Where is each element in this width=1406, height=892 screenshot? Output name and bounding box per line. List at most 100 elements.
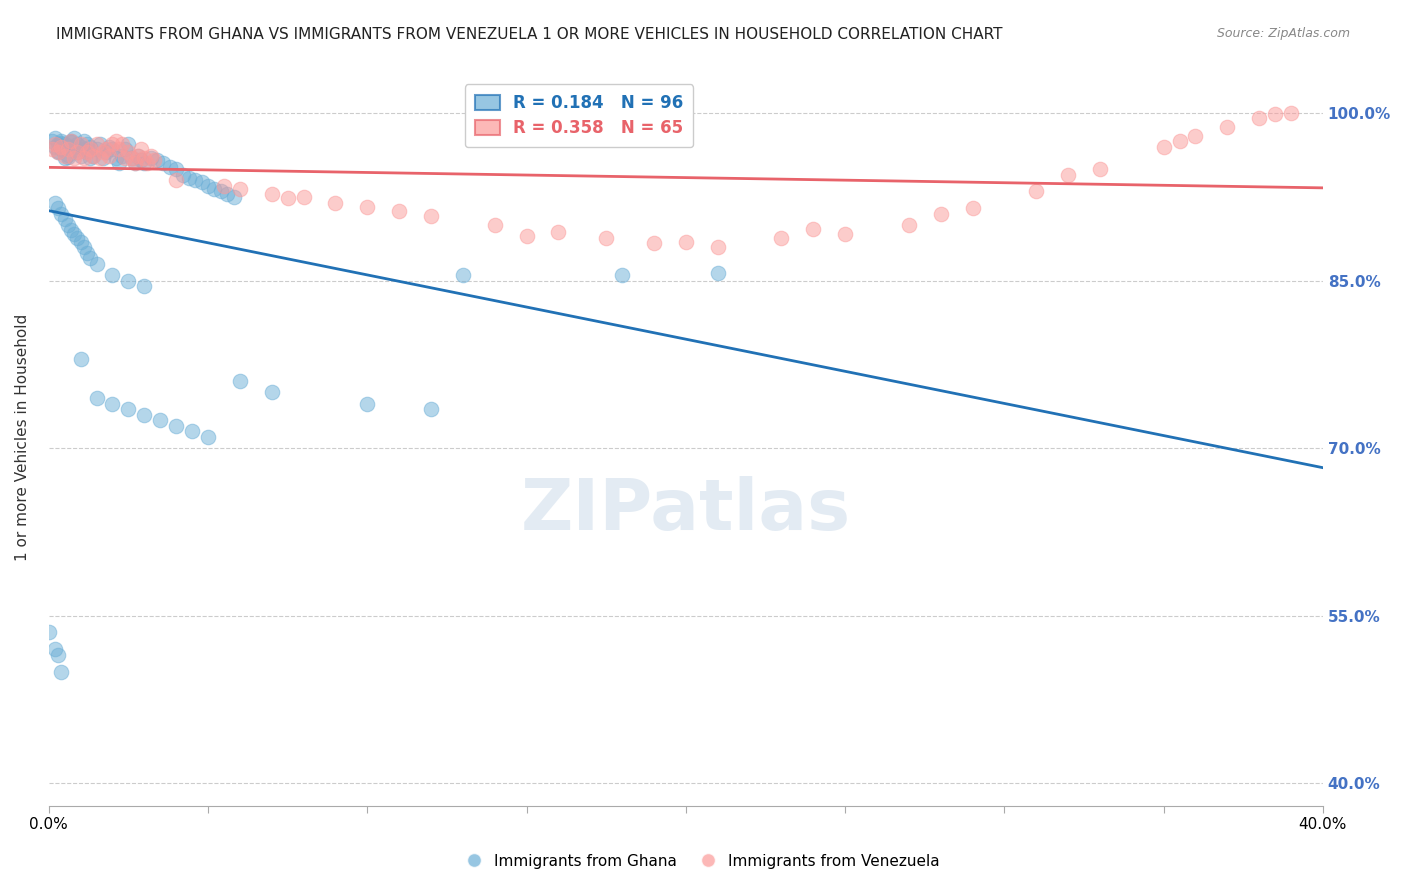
Point [101, 396, 124, 410]
Point [66, 231, 89, 245]
Point [53, 151, 76, 165]
Point [53, 137, 76, 152]
Point [53, 148, 76, 162]
Point [134, 151, 156, 165]
Point [101, 137, 124, 152]
Point [610, 268, 633, 282]
Point [41, 134, 63, 148]
Point [51, 142, 73, 156]
Point [41, 142, 63, 156]
Point [53, 141, 76, 155]
Point [94, 145, 117, 160]
Point [229, 182, 252, 196]
Point [56, 142, 79, 156]
Point [60, 142, 83, 156]
Point [388, 204, 411, 219]
Point [420, 402, 443, 417]
Point [165, 173, 187, 187]
Point [79, 252, 101, 266]
Point [79, 151, 101, 165]
Point [897, 218, 920, 232]
Point [117, 274, 139, 288]
Point [165, 418, 187, 433]
Point [89, 151, 111, 165]
Point [139, 151, 162, 165]
Point [44, 195, 66, 210]
Text: Source: ZipAtlas.com: Source: ZipAtlas.com [1216, 27, 1350, 40]
Point [136, 156, 159, 170]
Point [46, 144, 69, 158]
Point [209, 185, 232, 199]
Point [127, 148, 149, 162]
Point [86, 391, 108, 405]
Point [38, 625, 60, 640]
Point [212, 178, 235, 193]
Point [73, 142, 96, 156]
Point [69, 235, 91, 249]
Point [98, 148, 121, 162]
Point [60, 223, 83, 237]
Point [1279, 106, 1302, 120]
Point [117, 402, 139, 417]
Point [46, 145, 69, 160]
Point [44, 130, 66, 145]
Text: IMMIGRANTS FROM GHANA VS IMMIGRANTS FROM VENEZUELA 1 OR MORE VEHICLES IN HOUSEHO: IMMIGRANTS FROM GHANA VS IMMIGRANTS FROM… [56, 27, 1002, 42]
Point [73, 240, 96, 254]
Point [60, 135, 83, 149]
Point [129, 142, 152, 156]
Point [117, 145, 139, 160]
Legend: Immigrants from Ghana, Immigrants from Venezuela: Immigrants from Ghana, Immigrants from V… [461, 848, 945, 875]
Y-axis label: 1 or more Vehicles in Household: 1 or more Vehicles in Household [15, 313, 30, 561]
Point [129, 153, 152, 167]
Text: ZIPatlas: ZIPatlas [520, 476, 851, 545]
Point [69, 351, 91, 366]
Point [108, 142, 131, 156]
Point [66, 145, 89, 160]
Point [124, 156, 146, 170]
Point [86, 257, 108, 271]
Point [139, 148, 162, 162]
Point [277, 191, 299, 205]
Point [51, 136, 73, 151]
Point [104, 151, 127, 165]
Point [181, 425, 204, 439]
Point [643, 235, 665, 250]
Point [134, 408, 156, 422]
Point [356, 396, 378, 410]
Point [94, 142, 117, 156]
Point [79, 142, 101, 156]
Point [675, 235, 697, 249]
Point [73, 134, 96, 148]
Point [229, 374, 252, 388]
Point [595, 231, 617, 245]
Point [516, 229, 538, 244]
Point [63, 130, 86, 145]
Point [56, 218, 79, 232]
Point [46, 648, 69, 662]
Point [260, 186, 283, 201]
Point [73, 151, 96, 165]
Point [420, 209, 443, 223]
Point [63, 139, 86, 153]
Point [76, 245, 98, 260]
Point [51, 207, 73, 221]
Point [1264, 107, 1286, 121]
Point [98, 139, 121, 153]
Point [1249, 111, 1271, 125]
Point [76, 137, 98, 152]
Point [1088, 161, 1111, 176]
Point [82, 148, 104, 162]
Point [104, 134, 127, 148]
Point [184, 173, 207, 187]
Point [159, 160, 181, 174]
Point [172, 168, 194, 182]
Point [197, 430, 219, 444]
Point [63, 227, 86, 241]
Point [60, 134, 83, 148]
Point [706, 240, 728, 254]
Point [44, 137, 66, 152]
Point [46, 145, 69, 160]
Point [79, 139, 101, 153]
Point [89, 137, 111, 152]
Point [121, 151, 143, 165]
